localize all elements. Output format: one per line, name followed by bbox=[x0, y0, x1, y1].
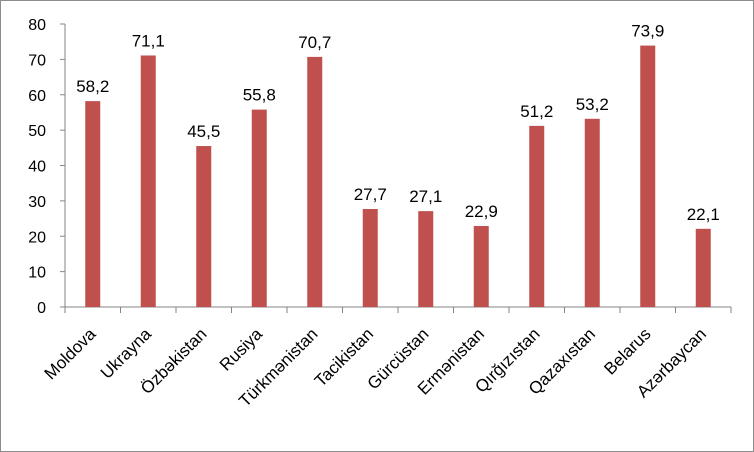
y-tick-label: 50 bbox=[28, 123, 46, 140]
category-label: Belarus bbox=[600, 324, 654, 378]
data-label: 22,1 bbox=[687, 205, 720, 224]
category-label: Moldova bbox=[41, 324, 100, 383]
y-tick-label: 30 bbox=[28, 194, 46, 211]
data-labels: 58,2 71,1 45,5 55,8 70,7 27,7 27,1 22,9 51,2 53,2… bbox=[76, 22, 720, 224]
bar bbox=[529, 125, 545, 307]
y-tick-label: 20 bbox=[28, 229, 46, 246]
y-tick-label: 80 bbox=[28, 17, 46, 34]
bar bbox=[695, 228, 711, 307]
data-label: 27,1 bbox=[409, 187, 442, 206]
data-label: 55,8 bbox=[243, 86, 276, 105]
data-label: 58,2 bbox=[76, 77, 109, 96]
data-label: 73,9 bbox=[631, 22, 664, 41]
bar bbox=[584, 118, 600, 308]
y-axis: 0 10 20 30 40 50 60 70 80 bbox=[28, 17, 66, 317]
y-tick-label: 0 bbox=[37, 300, 46, 317]
bars bbox=[85, 45, 711, 308]
data-label: 51,2 bbox=[520, 102, 553, 121]
bar bbox=[418, 211, 434, 307]
bar bbox=[473, 225, 489, 307]
category-label: Rusiya bbox=[216, 324, 267, 375]
bar bbox=[362, 209, 378, 307]
bar bbox=[196, 146, 212, 307]
data-label: 70,7 bbox=[298, 33, 331, 52]
x-axis bbox=[64, 306, 732, 313]
data-label: 27,7 bbox=[354, 185, 387, 204]
y-tick-label: 70 bbox=[28, 52, 46, 69]
bar bbox=[307, 56, 323, 308]
y-tick-label: 60 bbox=[28, 88, 46, 105]
bar bbox=[251, 109, 267, 307]
y-tick-label: 10 bbox=[28, 265, 46, 282]
bar bbox=[640, 45, 656, 308]
y-tick-label: 40 bbox=[28, 159, 46, 176]
data-label: 71,1 bbox=[132, 31, 165, 50]
bar bbox=[85, 101, 101, 308]
data-label: 22,9 bbox=[465, 202, 498, 221]
data-label: 45,5 bbox=[187, 122, 220, 141]
data-label: 53,2 bbox=[576, 95, 609, 114]
bar bbox=[140, 55, 156, 307]
